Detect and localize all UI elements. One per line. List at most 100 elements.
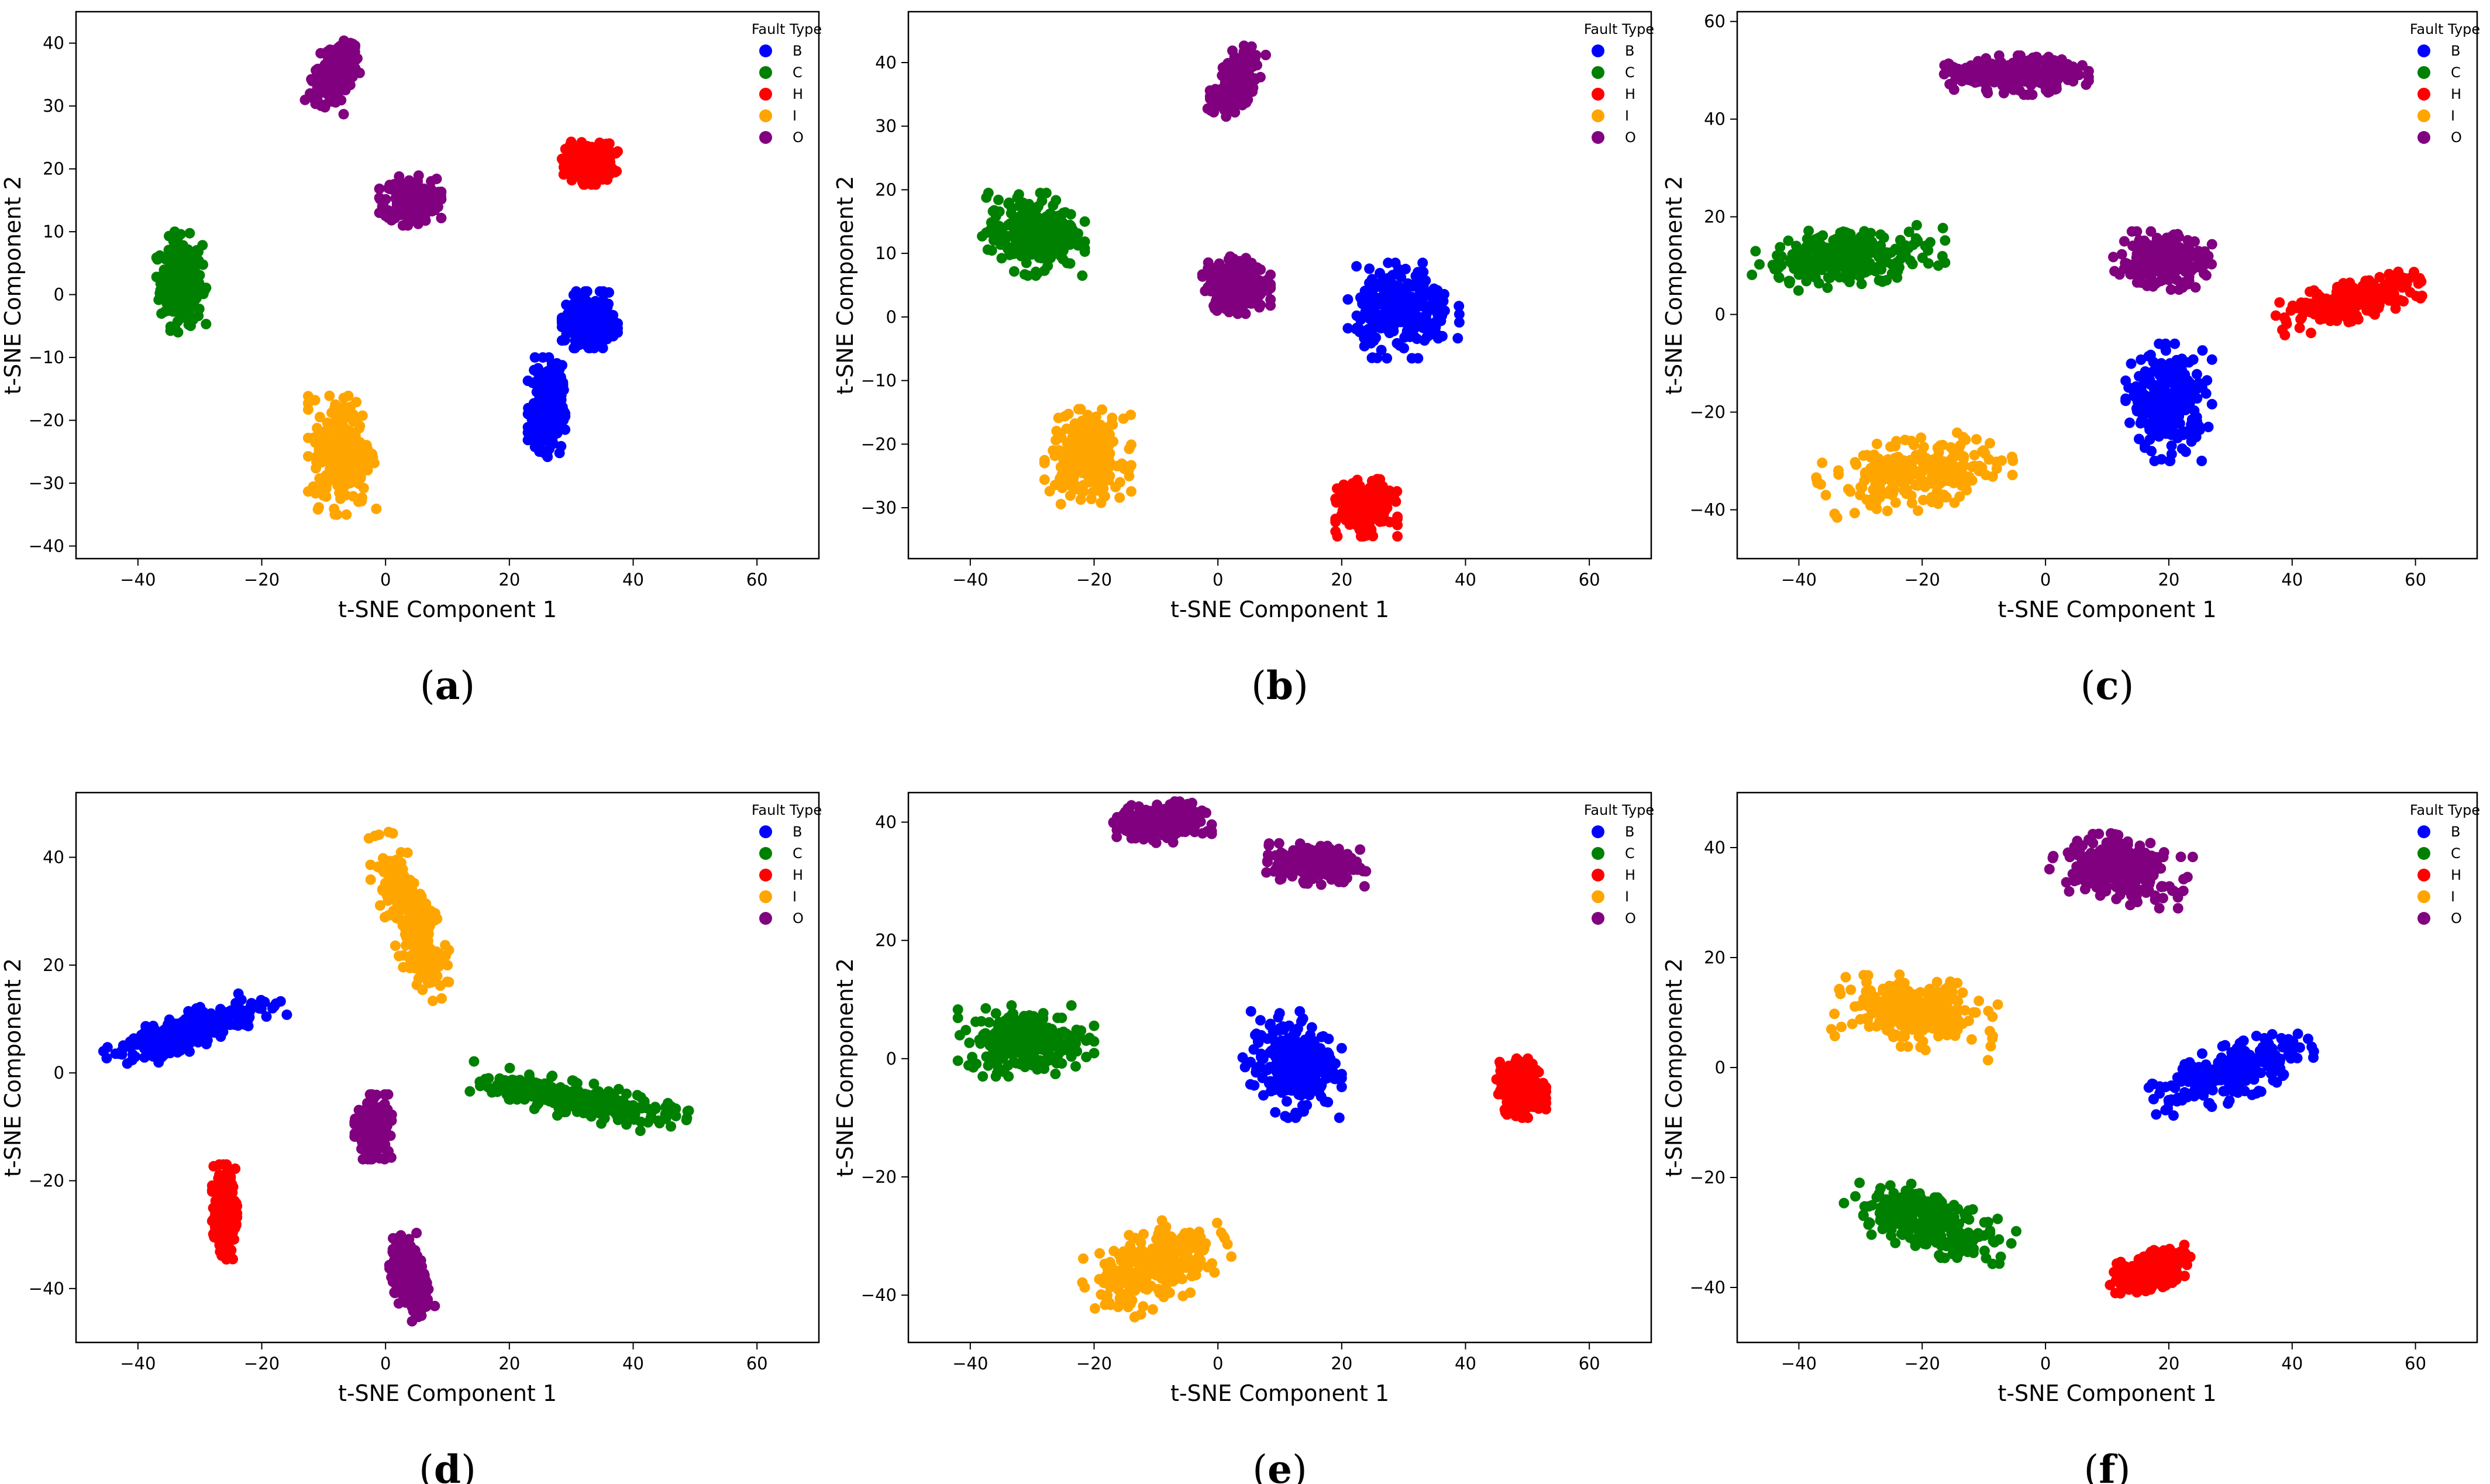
axes-frame [75,11,820,560]
data-point [539,411,550,422]
data-point [314,445,325,456]
data-point [1049,450,1060,462]
data-point [1998,88,2009,99]
data-point [1861,236,1872,247]
data-point [1330,493,1341,504]
data-point [2309,303,2320,314]
data-point [2173,363,2184,374]
data-point [1820,490,1831,501]
data-point [2138,378,2150,389]
data-point [1958,74,1969,85]
data-point [2153,247,2164,258]
cluster-O [374,170,447,231]
data-point [1070,450,1081,461]
data-point [2126,226,2137,237]
y-tick-label: −10 [861,371,897,391]
data-point [1366,352,1377,363]
data-point [526,414,538,425]
data-point [2074,70,2085,80]
data-point [2126,358,2137,369]
data-point [201,283,212,294]
data-point [1982,88,1993,98]
data-point [1406,353,1417,364]
data-point [193,255,204,266]
data-point [1232,87,1243,98]
data-point [2083,75,2094,87]
legend-title: Fault Type [1584,21,1654,37]
data-point [2368,305,2379,316]
data-point [2026,80,2037,91]
data-point [1933,260,1944,271]
data-point [1783,235,1794,246]
data-point [2116,249,2127,260]
data-point [1246,285,1257,296]
data-point [2016,69,2027,80]
legend-marker-H [1592,88,1604,101]
data-point [1981,76,1992,87]
scatter-points [977,40,1465,542]
data-point [2001,63,2012,74]
data-point [571,286,582,297]
data-point [568,159,579,170]
data-point [1918,494,1929,505]
data-point [2147,366,2158,377]
data-point [374,192,385,204]
data-point [595,329,607,340]
data-point [1802,242,1813,252]
data-point [1933,498,1944,509]
data-point [577,159,588,170]
data-point [2174,284,2185,295]
legend-marker-O [1592,131,1604,144]
data-point [1242,94,1253,105]
data-point [1425,301,1436,311]
legend-marker-O [759,131,772,144]
data-point [420,215,431,226]
data-point [201,319,212,329]
data-point [578,179,589,190]
data-point [542,452,553,462]
data-point [1815,479,1826,490]
data-point [2051,68,2062,80]
y-tick-label: 10 [875,243,897,263]
data-point [1330,517,1341,528]
data-point [346,66,357,77]
data-point [2178,382,2189,392]
data-point [1937,222,1948,233]
data-point [1356,497,1367,508]
data-point [1065,490,1076,501]
data-point [2134,433,2144,445]
data-point [177,257,188,268]
data-point [1390,257,1401,268]
data-point [1225,251,1236,262]
data-point [1261,50,1271,60]
y-axis-label: t-SNE Component 2 [0,175,26,394]
x-tick-label: −20 [1076,570,1112,590]
x-tick-label: 40 [622,570,644,590]
panel-caption: (a) [420,663,475,708]
data-point [2184,238,2195,249]
data-point [1051,195,1062,206]
data-point [594,314,605,325]
data-point [1049,480,1060,491]
data-point [2181,426,2191,437]
data-point [2382,289,2393,299]
data-point [1022,241,1033,252]
data-point [1940,235,1951,246]
data-point [1364,263,1375,274]
data-point [1217,281,1228,292]
data-point [167,297,178,308]
data-point [1035,242,1046,253]
data-point [1342,323,1354,334]
data-point [2191,369,2202,380]
data-point [328,57,339,68]
data-point [1035,227,1046,238]
data-point [2161,266,2172,277]
data-point [168,252,180,263]
data-point [558,161,569,173]
data-point [2374,271,2385,283]
data-point [2108,252,2119,263]
data-point [1918,442,1929,453]
data-point [2119,263,2130,274]
data-point [332,76,343,87]
